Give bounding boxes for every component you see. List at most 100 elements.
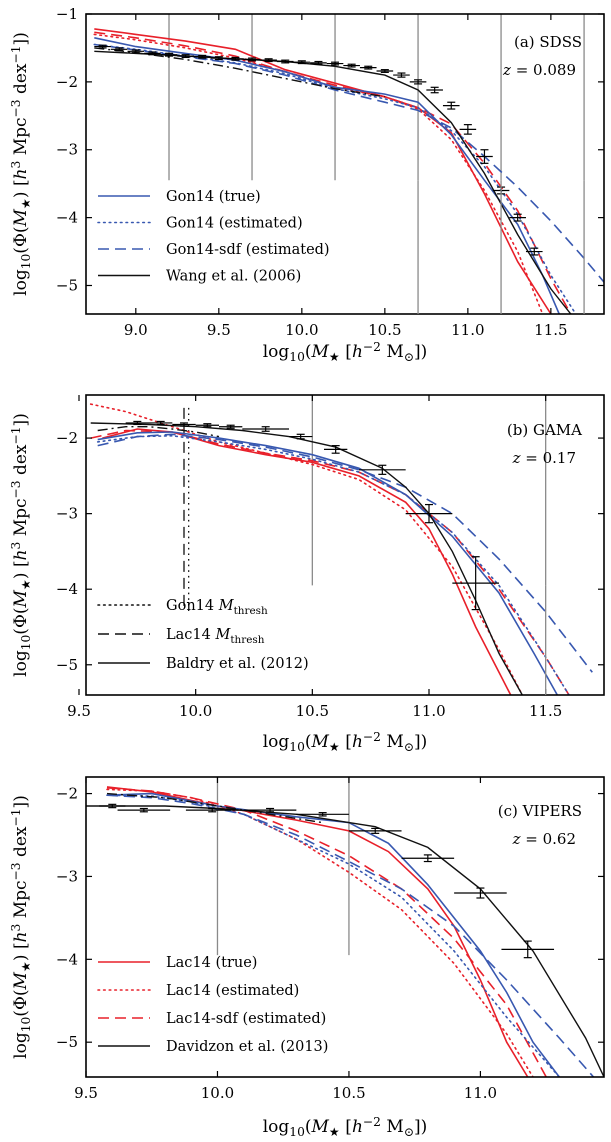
y-tick-label: −5	[56, 656, 78, 674]
observation-errorbar	[195, 423, 219, 428]
y-tick-label: −2	[56, 73, 78, 91]
observation-errorbar	[117, 807, 171, 813]
panel-2: 9.5 10.0 10.5 11.0 11.5 −2 −3 −4 −5 log10(M★ [h−2…	[9, 394, 605, 754]
x-tick-label: 11.5	[534, 321, 567, 339]
x-tick-label: 11.0	[451, 321, 484, 339]
panel-label: (b) GAMA	[507, 421, 582, 439]
observation-errorbar	[219, 424, 243, 429]
y-tick-label: −5	[56, 1033, 78, 1051]
x-tick-label: 11.0	[412, 702, 445, 720]
observation-errorbar	[99, 803, 126, 809]
observation-errorbar	[172, 422, 196, 427]
x-tick-label: 10.0	[201, 1084, 234, 1102]
observation-errorbar	[243, 807, 297, 813]
axes-frame	[85, 776, 605, 1078]
observation-errorbar	[227, 56, 244, 61]
observation-errorbar	[149, 420, 173, 426]
y-tick-label: −2	[56, 785, 78, 803]
observation-errorbar	[160, 52, 178, 57]
observation-errorbar	[343, 63, 360, 68]
observation-errorbar	[293, 60, 311, 65]
observation-errorbar	[359, 464, 406, 475]
y-axis-label: log10(Φ(M★) [h3 Mpc−3 dex−1])	[9, 413, 33, 677]
series-line-blue-dashed	[94, 43, 604, 283]
panel-3: 9.5 10.0 10.5 11.0 −2 −3 −4 −5 log10(M★ [h−2 M⊙]…	[9, 776, 605, 1139]
observation-errorbar	[376, 69, 394, 73]
series-line-blue-dashed	[97, 433, 593, 673]
legend-entry: Gon14 (estimated)	[97, 216, 303, 232]
observation-errorbar	[127, 49, 145, 54]
series-line-blue-dashed	[106, 794, 595, 1077]
observation-errorbar	[476, 149, 493, 164]
observation-errorbar	[409, 79, 427, 85]
legend-entry: Lac14 (estimated)	[97, 983, 299, 999]
observation-errorbar	[326, 61, 344, 66]
observation-errorbar	[525, 247, 543, 256]
legend-label: Lac14-sdf (estimated)	[166, 1011, 326, 1027]
legend-entry: Gon14-sdf (estimated)	[98, 242, 330, 258]
panel-1: 9.0 9.5 10.0 10.5 11.0 11.5 −1 −2 −3 −4 −5 log10(M★…	[9, 5, 605, 364]
series-line-blue-solid	[106, 792, 560, 1077]
series-line-black-dashdot	[106, 792, 323, 824]
legend-label: Gon14 (true)	[166, 189, 261, 205]
observation-errorbar	[348, 827, 402, 834]
observation-errorbar	[501, 940, 555, 959]
legend-entry: Lac14 (true)	[98, 955, 257, 971]
x-tick-label: 9.5	[207, 321, 231, 339]
y-tick-label: −4	[56, 950, 78, 968]
x-axis-label: log10(M★ [h−2 M⊙])	[263, 340, 428, 364]
observation-errorbar	[289, 433, 313, 440]
x-tick-label: 10.5	[368, 321, 401, 339]
observation-errorbar	[210, 56, 228, 61]
x-tick-label: 9.5	[67, 702, 91, 720]
observation-errorbar	[125, 420, 149, 426]
series-line-blue-solid	[94, 37, 560, 314]
legend-entry: Baldry et al. (2012)	[98, 656, 309, 672]
legend-label: Lac14 (estimated)	[166, 983, 299, 999]
observation-errorbar	[310, 60, 327, 65]
x-tick-label: 10.0	[179, 702, 212, 720]
y-tick-label: −3	[56, 505, 78, 523]
observation-errorbar	[276, 59, 294, 64]
y-tick-label: −3	[56, 141, 78, 159]
y-tick-label: −3	[56, 867, 78, 885]
x-tick-label: 9.0	[124, 321, 148, 339]
series-line-blue-dotted	[96, 434, 570, 695]
legend-entry: Gon14 (true)	[98, 189, 261, 205]
legend-entry: Lac14-sdf (estimated)	[98, 1011, 326, 1027]
legend-label: Gon14 (estimated)	[166, 216, 303, 232]
series-line-red-dashed	[106, 787, 547, 1077]
observation-errorbar	[426, 86, 443, 94]
observation-errorbar	[401, 854, 455, 863]
y-axis-label: log10(Φ(M★) [h3 Mpc−3 dex−1])	[9, 795, 33, 1059]
observation-errorbar	[405, 503, 453, 524]
series-line-blue-dotted	[106, 794, 561, 1077]
redshift-label: z = 0.089	[502, 61, 576, 79]
observation-errorbar	[242, 426, 289, 432]
observation-errorbar	[454, 887, 507, 899]
y-tick-label: −4	[56, 209, 78, 227]
observation-errorbar	[110, 47, 128, 52]
x-axis-label: log10(M★ [h−2 M⊙])	[263, 730, 428, 754]
observation-errorbar	[452, 556, 499, 611]
legend-label: Davidzon et al. (2013)	[166, 1039, 328, 1055]
legend-label: Lac14 Mthresh	[166, 627, 265, 646]
observation-errorbar	[459, 124, 477, 135]
plot-area	[86, 777, 604, 1077]
legend-label: Gon14-sdf (estimated)	[166, 242, 330, 258]
x-tick-label: 11.0	[464, 1084, 497, 1102]
axes-frame	[85, 394, 605, 696]
panel-label: (a) SDSS	[514, 33, 582, 51]
x-tick-label: 10.0	[285, 321, 318, 339]
legend-entry: Lac14 Mthresh	[98, 627, 265, 646]
observation-errorbar	[324, 445, 348, 454]
y-tick-label: −4	[56, 580, 78, 598]
redshift-label: z = 0.62	[512, 830, 576, 848]
panel-label: (c) VIPERS	[498, 802, 582, 820]
legend-entry: Gon14 Mthresh	[97, 598, 268, 617]
observation-errorbar	[185, 807, 239, 813]
x-tick-label: 9.5	[74, 1084, 98, 1102]
observation-errorbar	[94, 44, 111, 49]
observation-errorbar	[359, 65, 377, 70]
